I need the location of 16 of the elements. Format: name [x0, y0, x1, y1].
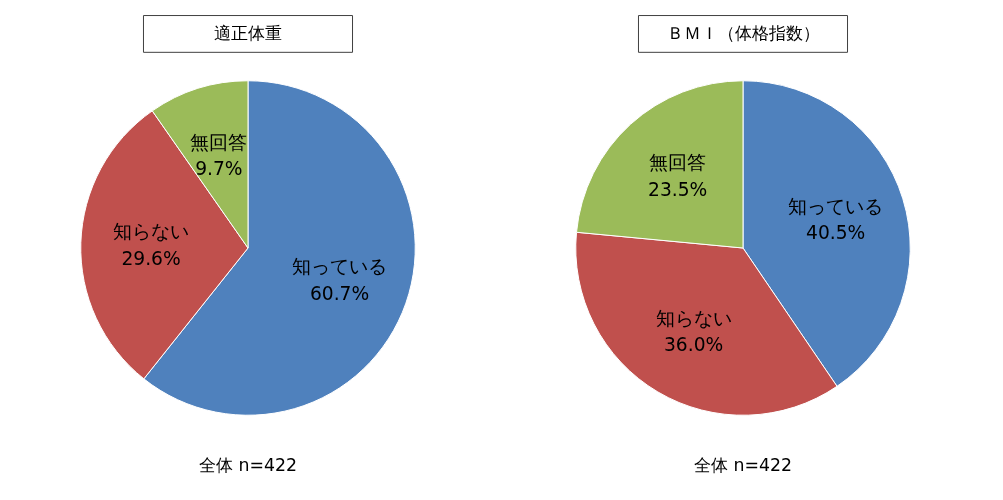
data-label: 23.5% [648, 179, 708, 201]
data-label: 9.7% [195, 158, 243, 180]
data-label: 29.6% [121, 247, 181, 269]
data-label: 36.0% [663, 334, 724, 356]
data-label: 40.5% [806, 222, 866, 244]
slice-label: 知っている [788, 195, 884, 217]
slice-label: 無回答 [190, 131, 248, 153]
data-label: 60.7% [309, 282, 370, 304]
text: 全体 n=422 [693, 455, 793, 476]
slice-label: 知らない [655, 307, 732, 329]
chart-title: ＢＭＩ（体格指数） [666, 24, 820, 44]
slice-label: 知っている [292, 256, 388, 278]
chart-title: 適正体重 [214, 24, 282, 44]
slice-label: 無回答 [649, 152, 707, 174]
slice-label: 知らない [113, 221, 190, 243]
text: 全体 n=422 [198, 455, 298, 476]
